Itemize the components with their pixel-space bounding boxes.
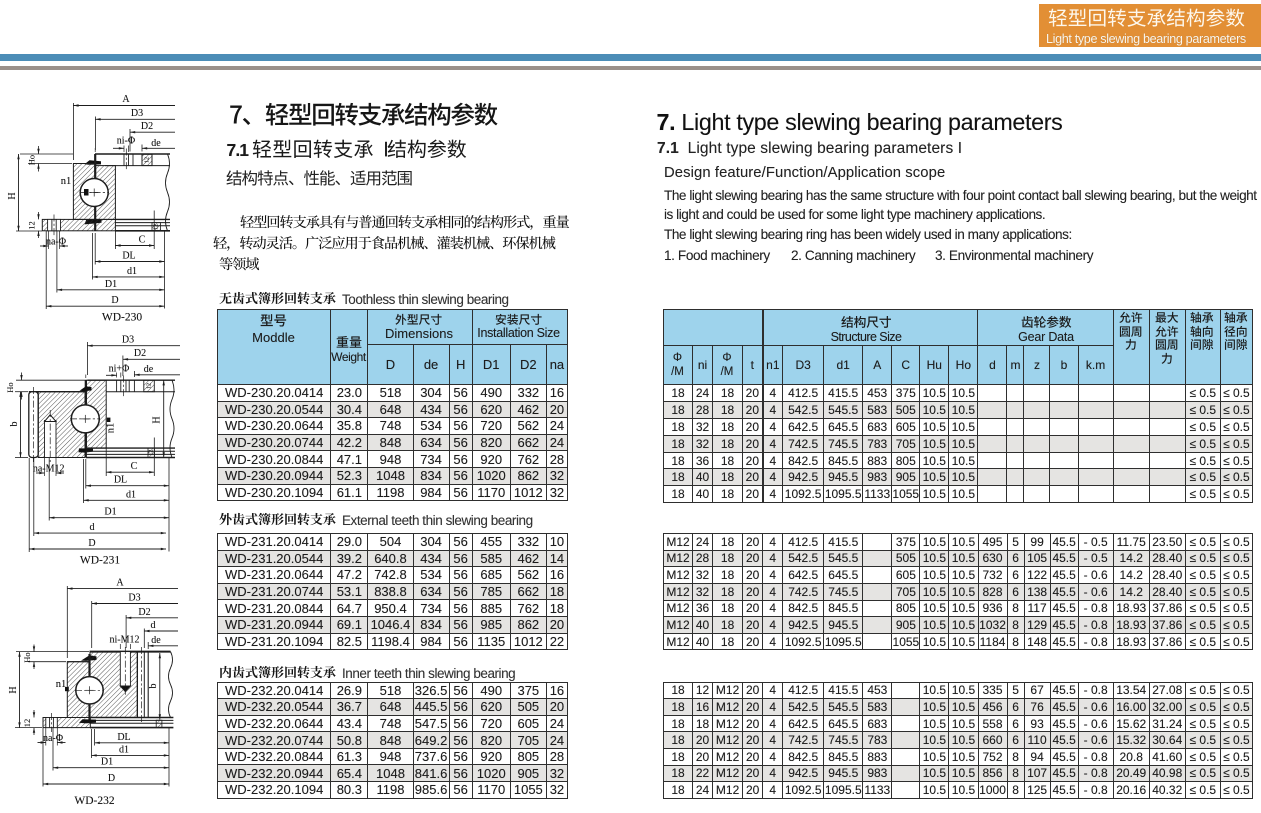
svg-text:d1: d1 (127, 266, 137, 277)
svg-text:ni-Φ: ni-Φ (117, 136, 135, 147)
svg-text:WD-230: WD-230 (102, 312, 142, 324)
svg-text:D3: D3 (131, 108, 143, 119)
svg-text:A: A (122, 94, 130, 105)
svg-text:ni-M12: ni-M12 (110, 635, 140, 646)
svg-text:D: D (111, 295, 118, 306)
svg-text:C: C (139, 235, 146, 246)
svg-text:b: b (148, 684, 159, 689)
svg-text:b: b (9, 422, 20, 427)
svg-text:D3: D3 (122, 335, 134, 346)
svg-text:ni+Φ: ni+Φ (109, 364, 130, 375)
svg-text:WD-232: WD-232 (74, 795, 114, 807)
svg-text:D2: D2 (138, 607, 150, 618)
svg-text:12: 12 (27, 221, 37, 230)
svg-text:d: d (151, 620, 156, 631)
svg-text:n1: n1 (106, 423, 117, 434)
svg-text:D2: D2 (141, 121, 153, 132)
svg-text:12: 12 (154, 224, 160, 230)
svg-text:na-Φ: na-Φ (46, 237, 66, 248)
svg-text:D: D (88, 538, 95, 549)
svg-text:de: de (144, 364, 154, 375)
svg-text:DL: DL (114, 475, 127, 486)
svg-text:d1: d1 (119, 744, 129, 755)
svg-text:Ho: Ho (27, 155, 37, 165)
svg-text:DL: DL (117, 732, 130, 743)
svg-text:Ho: Ho (22, 652, 32, 662)
svg-text:D2: D2 (134, 348, 146, 359)
svg-text:Ho: Ho (5, 382, 15, 392)
svg-text:WD-231: WD-231 (80, 555, 120, 567)
svg-text:C: C (131, 461, 138, 472)
svg-text:A: A (116, 578, 124, 589)
svg-text:D1: D1 (101, 757, 113, 768)
svg-text:de: de (151, 138, 161, 149)
svg-text:n1: n1 (61, 176, 72, 187)
svg-text:H: H (7, 192, 18, 199)
svg-text:12: 12 (148, 450, 154, 456)
svg-text:n1: n1 (56, 679, 67, 690)
svg-text:DL: DL (122, 251, 135, 262)
svg-text:D1: D1 (105, 279, 117, 290)
svg-text:D: D (108, 773, 115, 784)
svg-text:12: 12 (22, 719, 32, 728)
svg-text:na-M12: na-M12 (33, 464, 65, 475)
svg-text:d: d (90, 522, 95, 533)
svg-text:12: 12 (145, 157, 151, 163)
svg-text:D3: D3 (128, 593, 140, 604)
svg-text:de: de (151, 635, 161, 646)
svg-text:H: H (152, 416, 163, 423)
svg-text:12: 12 (147, 383, 153, 389)
svg-text:d1: d1 (126, 489, 136, 500)
svg-text:H: H (8, 686, 19, 693)
svg-text:D1: D1 (104, 507, 116, 518)
